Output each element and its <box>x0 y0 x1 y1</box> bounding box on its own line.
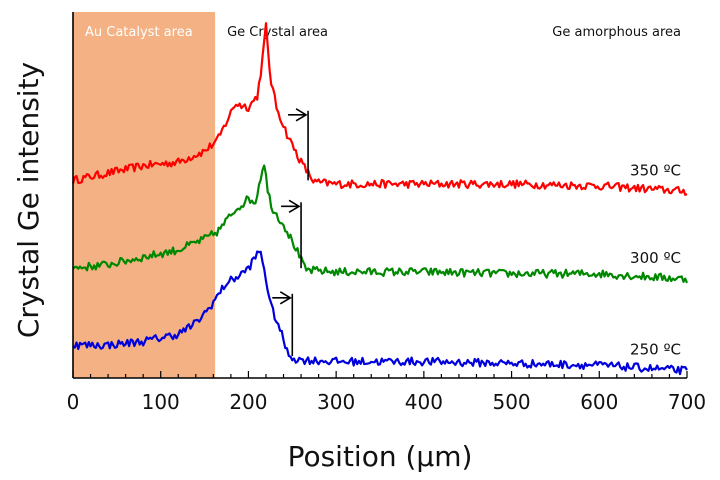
region-label-2: Ge amorphous area <box>552 25 681 40</box>
x-tick-label: 300 <box>317 390 355 414</box>
x-tick-label: 500 <box>492 390 530 414</box>
series-line-2 <box>72 250 688 376</box>
x-axis-label: Position (μm) <box>288 440 473 473</box>
plot-area: Au Catalyst area Ge Crystal area Ge amorph… <box>12 12 706 473</box>
region-label-1: Ge Crystal area <box>227 25 328 40</box>
series-label-0: 350 ºC <box>630 161 681 179</box>
x-tick-label: 700 <box>668 390 706 414</box>
x-tick-label: 200 <box>229 390 267 414</box>
marker-arrow-head-0 <box>295 108 308 122</box>
series-label-1: 300 ºC <box>630 249 681 267</box>
region-band-0 <box>73 12 216 378</box>
x-tick-label: 0 <box>67 390 80 414</box>
series-line-1 <box>72 164 689 284</box>
y-axis-label: Crystal Ge intensity <box>12 62 45 338</box>
x-tick-label: 100 <box>142 390 180 414</box>
series-line-0 <box>71 22 688 196</box>
marker-arrow-head-2 <box>279 291 292 305</box>
x-tick-label: 400 <box>405 390 443 414</box>
series-label-2: 250 ºC <box>630 341 681 359</box>
marker-arrow-head-1 <box>288 199 301 214</box>
x-tick-label: 600 <box>580 390 618 414</box>
region-label-0: Au Catalyst area <box>85 25 193 40</box>
